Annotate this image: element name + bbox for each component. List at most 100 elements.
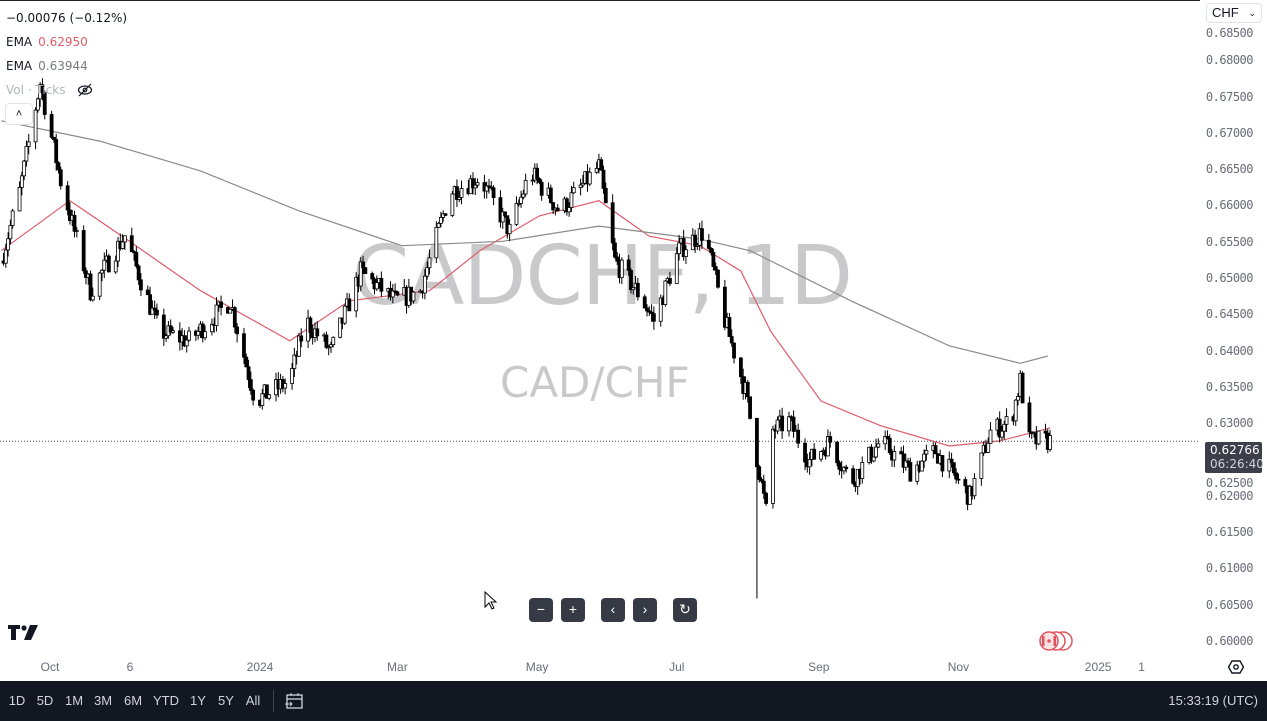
candle <box>459 180 464 205</box>
reset-chart-button[interactable]: ↻ <box>673 598 697 622</box>
candle <box>136 264 141 285</box>
candle <box>796 423 801 449</box>
candle <box>700 220 704 250</box>
tradingview-logo-icon[interactable] <box>8 625 40 641</box>
candle <box>42 90 47 120</box>
canada-event-icon[interactable] <box>1036 630 1076 652</box>
candle <box>3 243 8 268</box>
chart-pane[interactable]: CADCHF, 1D CAD/CHF −0.00076 (−0.12%) EMA… <box>0 0 1200 655</box>
candle <box>613 238 617 259</box>
candle <box>434 221 439 264</box>
candle <box>537 177 542 185</box>
last-price-value: 0.62766 <box>1210 443 1260 457</box>
range-button-5y[interactable]: 5Y <box>218 693 234 708</box>
candle <box>498 190 503 228</box>
candle <box>379 271 384 297</box>
range-button-3m[interactable]: 3M <box>93 693 113 708</box>
candle <box>161 308 166 346</box>
legend-ema-slow[interactable]: EMA 0.63944 <box>6 59 88 73</box>
candle <box>500 207 505 229</box>
candle <box>329 341 333 353</box>
candle <box>374 275 379 291</box>
candle <box>1048 429 1052 452</box>
candle <box>876 438 881 449</box>
candle <box>200 321 205 343</box>
goto-date-icon[interactable] <box>285 691 305 711</box>
candle <box>963 476 968 494</box>
candle <box>129 227 134 253</box>
candle <box>642 294 647 309</box>
range-button-all[interactable]: All <box>245 693 261 708</box>
candle <box>837 460 842 476</box>
zoom-in-button[interactable]: + <box>561 598 585 622</box>
candle <box>645 304 649 317</box>
candle <box>134 246 139 269</box>
time-tick: 6 <box>126 660 134 674</box>
time-tick: 1 <box>1138 660 1145 674</box>
candle <box>729 329 734 347</box>
range-button-1y[interactable]: 1Y <box>190 693 206 708</box>
candle <box>49 110 54 140</box>
candle <box>52 136 56 143</box>
range-button-5d[interactable]: 5D <box>36 693 54 708</box>
candle <box>164 333 169 342</box>
candle <box>264 384 269 399</box>
scroll-right-button[interactable]: › <box>633 598 657 622</box>
range-button-ytd[interactable]: YTD <box>153 693 179 708</box>
candle <box>106 253 111 273</box>
candle <box>471 172 475 195</box>
candle <box>791 410 796 438</box>
candle <box>390 284 395 304</box>
candle <box>411 290 416 304</box>
candle <box>603 182 608 204</box>
candle <box>812 443 817 460</box>
candle <box>649 304 654 322</box>
time-tick: Oct <box>40 660 60 674</box>
candle <box>65 181 70 216</box>
candle <box>187 326 191 342</box>
volume-label: Vol · Ticks <box>6 83 66 97</box>
candle <box>40 78 45 101</box>
settings-icon[interactable] <box>1228 659 1244 675</box>
zoom-out-button[interactable]: − <box>529 598 553 622</box>
price-chart[interactable] <box>0 1 1200 655</box>
candle <box>635 277 640 301</box>
legend-ema-fast[interactable]: EMA 0.62950 <box>6 35 88 49</box>
candle <box>828 431 833 448</box>
range-button-6m[interactable]: 6M <box>123 693 143 708</box>
range-button-1m[interactable]: 1M <box>64 693 84 708</box>
candle <box>145 285 150 296</box>
candle <box>885 430 890 440</box>
candle <box>450 191 455 218</box>
candle <box>116 237 120 268</box>
candle <box>113 255 118 274</box>
candle <box>887 434 892 455</box>
bottom-toolbar: 1D 5D 1M 3M 6M YTD 1Y 5Y All 15:33:19 (UTC) <box>0 681 1267 721</box>
legend-volume[interactable]: Vol · Ticks <box>6 83 93 97</box>
candle <box>722 279 727 331</box>
ema-slow-line <box>1 120 1048 364</box>
time-axis[interactable]: Oct 6 2024 Mar May Jul Sep Nov 2025 1 <box>0 655 1267 680</box>
ema-value: 0.63944 <box>38 59 88 73</box>
collapse-legend-button[interactable]: ˄ <box>5 103 33 125</box>
eye-off-icon[interactable] <box>77 83 93 97</box>
candle <box>956 473 961 484</box>
range-button-1d[interactable]: 1D <box>8 693 26 708</box>
candle <box>695 242 700 250</box>
scroll-left-button[interactable]: ‹ <box>601 598 625 622</box>
candle <box>484 181 489 199</box>
candle <box>535 163 539 185</box>
candle <box>58 166 63 190</box>
candle <box>439 211 443 228</box>
candle <box>148 286 152 316</box>
candle <box>139 273 143 297</box>
price-tick: 0.66500 <box>1205 162 1254 177</box>
clock[interactable]: 15:33:19 (UTC) <box>1168 693 1258 708</box>
candle <box>425 261 430 280</box>
time-tick: Sep <box>808 660 830 674</box>
currency-select[interactable]: CHF ⌄ <box>1206 3 1262 23</box>
chevron-left-icon: ‹ <box>610 601 616 617</box>
candle <box>555 204 560 212</box>
price-axis[interactable]: 0.68500 0.68000 0.67500 0.67000 0.66500 0.660… <box>1200 0 1267 655</box>
candle <box>507 218 512 242</box>
